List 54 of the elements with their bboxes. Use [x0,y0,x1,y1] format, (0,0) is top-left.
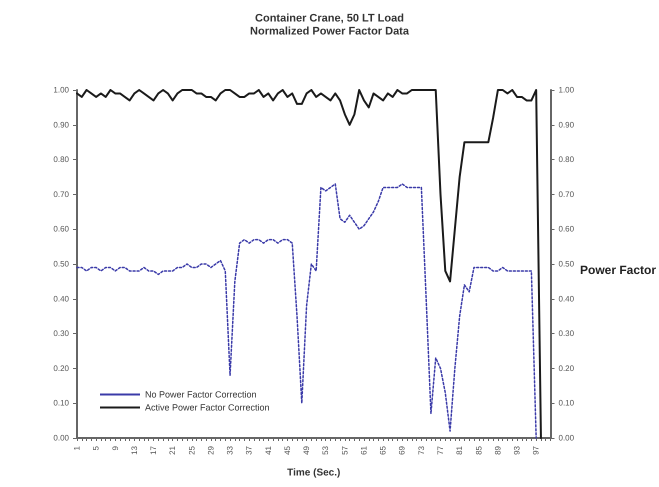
legend-label: No Power Factor Correction [145,390,257,400]
x-tick-label: 25 [187,445,196,455]
y-tick-label: 0.00 [53,434,70,442]
y-tick-label: 0.40 [53,294,70,304]
y2-tick-label: 0.40 [558,294,575,304]
x-tick-label: 41 [264,445,273,455]
x-axis-title: Time (Sec.) [287,468,340,478]
y2-tick-label: 0.50 [558,260,575,268]
y-tick-label: 0.20 [53,364,70,373]
y2-tick-label: 0.30 [558,329,575,338]
y-tick-label: 0.70 [53,190,70,199]
y-tick-label: 0.80 [53,155,70,164]
line-series [76,183,537,439]
legend-label: Active Power Factor Correction [145,402,270,412]
x-tick-label: 53 [321,445,330,455]
x-tick-label: 17 [149,445,158,455]
x-tick-label: 61 [359,445,368,455]
y-tick-label: 0.30 [53,329,70,338]
x-tick-label: 93 [512,445,522,455]
y2-tick-label: 0.80 [558,155,575,164]
x-tick-label: 73 [416,445,426,455]
y-tick-label: 1.00 [53,86,70,94]
x-tick-label: 45 [282,445,292,455]
x-tick-label: 33 [226,445,235,455]
y-tick-label: 0.50 [53,260,70,268]
y-tick-label: 0.60 [53,224,70,234]
x-tick-label: 49 [302,445,312,455]
y2-tick-label: 0.70 [558,190,575,199]
y2-axis-title: Power Factor [580,263,656,277]
x-tick-label: 69 [398,445,407,455]
x-tick-label: 13 [130,445,139,455]
x-tick-label: 5 [92,445,101,450]
x-tick-label: 65 [378,445,388,455]
y2-tick-label: 0.00 [558,434,575,442]
chart-title: Container Crane, 50 LT Load [255,12,404,24]
y2-tick-label: 0.10 [558,398,575,408]
x-tick-label: 81 [455,445,464,455]
y2-tick-label: 0.20 [558,364,575,373]
x-tick-label: 1 [72,445,82,450]
x-tick-label: 97 [532,445,541,455]
y-tick-label: 0.90 [53,120,70,130]
x-tick-label: 57 [340,445,350,455]
x-tick-label: 29 [206,445,216,455]
x-tick-label: 85 [474,445,484,455]
y2-tick-label: 0.90 [558,120,575,130]
y-tick-label: 0.10 [53,398,70,408]
chart-subtitle: Normalized Power Factor Data [250,26,410,38]
x-tick-label: 89 [493,445,502,455]
y2-tick-label: 0.60 [558,224,575,234]
x-tick-label: 77 [436,445,446,455]
y2-tick-label: 1.00 [558,86,575,94]
x-tick-label: 9 [110,445,120,450]
x-tick-label: 21 [168,445,178,455]
x-tick-label: 37 [244,445,254,455]
